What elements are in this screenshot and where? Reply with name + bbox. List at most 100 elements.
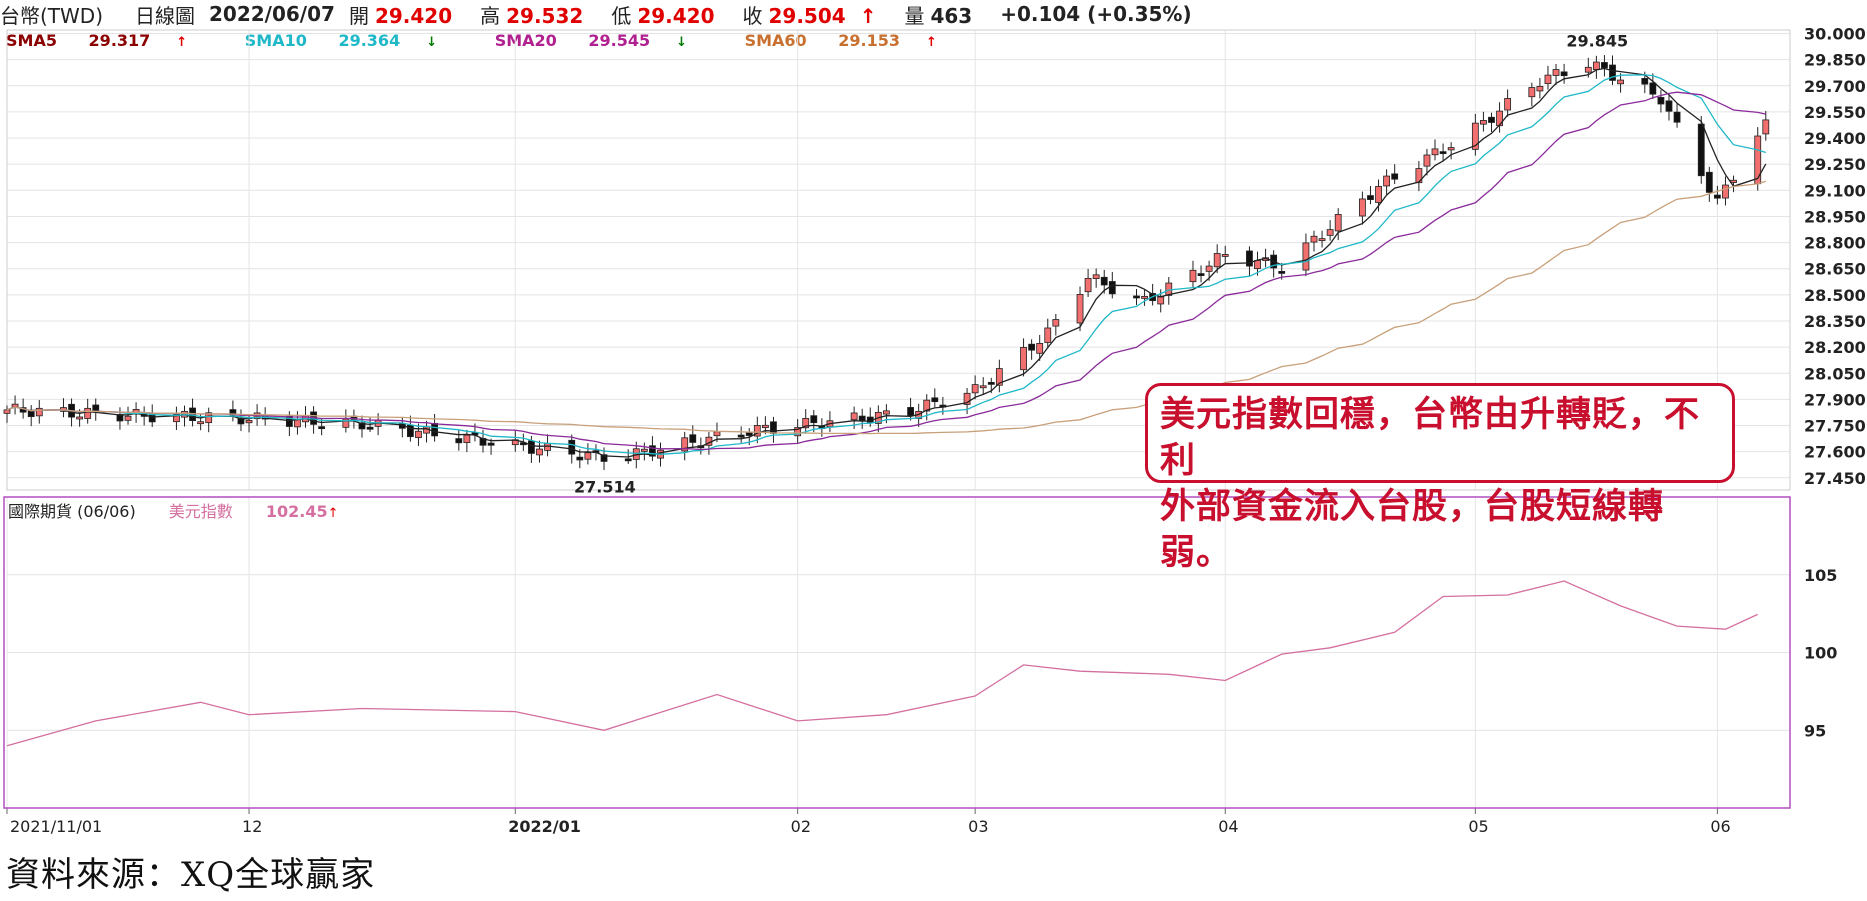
change-value: +0.104 (+0.35%)	[1000, 2, 1192, 26]
candle	[576, 456, 584, 461]
index-axis-label: 105	[1804, 566, 1837, 585]
candle	[1254, 260, 1261, 270]
candle	[1334, 214, 1342, 232]
candle	[245, 419, 253, 424]
volume-quote: 量 463	[904, 0, 986, 29]
candle	[931, 397, 939, 403]
legend-sma60: SMA60 29.153 ↑	[745, 31, 963, 50]
candle	[3, 409, 11, 414]
close-quote: 收 29.504 ↑	[743, 0, 891, 29]
price-panel-frame	[6, 29, 1791, 491]
candle	[1157, 296, 1165, 305]
candle	[1488, 116, 1495, 123]
candle	[358, 422, 366, 430]
price-axis-label: 30.000	[1804, 24, 1866, 43]
candle	[1754, 135, 1762, 185]
candle	[810, 415, 818, 424]
candle	[431, 422, 438, 437]
candle	[858, 415, 866, 421]
candle	[1076, 294, 1084, 324]
arrow-up-icon: ↑	[926, 35, 937, 50]
price-axis-label: 28.650	[1804, 260, 1866, 279]
volume-label: 量	[904, 3, 925, 28]
candle	[1383, 175, 1391, 187]
price-axis-label: 27.450	[1804, 469, 1866, 488]
candle	[753, 425, 761, 437]
candle	[584, 452, 592, 460]
candle	[1617, 79, 1624, 85]
source-caption: 資料來源：XQ全球贏家	[6, 855, 376, 895]
candle	[1536, 85, 1544, 92]
annotation-line-1: 美元指數回穩，台幣由升轉貶，不利	[1160, 394, 1701, 481]
legend-sma60-value: 29.153	[838, 31, 901, 50]
candle	[802, 418, 810, 429]
sub-panel-legend: 國際期貨 (06/06) 美元指數 102.45↑	[8, 498, 395, 522]
candle	[1278, 271, 1286, 274]
candle	[1391, 173, 1399, 180]
legend-sma20: SMA20 29.545 ↓	[495, 31, 713, 50]
arrow-down-icon: ↓	[676, 35, 688, 50]
legend-sma10: SMA10 29.364 ↓	[245, 31, 463, 50]
candle	[971, 384, 979, 394]
sub-series-legend: 美元指數 102.45↑	[169, 502, 367, 521]
candle	[923, 399, 931, 412]
high-quote: 高 29.532	[480, 0, 597, 29]
candle	[455, 438, 463, 444]
price-axis-label: 28.350	[1804, 312, 1866, 331]
legend-sma20-label: SMA20	[494, 31, 557, 50]
candle	[1584, 66, 1592, 73]
candle	[600, 454, 608, 462]
candle	[568, 439, 576, 455]
candle	[745, 432, 753, 436]
candle	[1496, 110, 1503, 127]
arrow-up-icon: ↑	[859, 3, 877, 28]
candle	[1504, 98, 1512, 111]
candle	[92, 404, 100, 412]
candle	[285, 415, 293, 427]
open-quote: 開 29.420	[349, 0, 466, 29]
x-axis-label: 12	[242, 817, 262, 836]
price-axis-label: 29.100	[1804, 181, 1866, 200]
candle	[1246, 250, 1253, 267]
candle	[1544, 74, 1552, 84]
candle	[907, 407, 915, 417]
candle	[1020, 347, 1027, 371]
candle	[124, 415, 132, 421]
legend-sma5-label: SMA5	[6, 31, 57, 50]
high-label: 高	[480, 3, 501, 28]
candle	[979, 385, 987, 389]
candle	[1762, 119, 1770, 135]
x-axis-label: 02	[791, 817, 811, 836]
candle	[1480, 120, 1487, 125]
legend-sma5-value: 29.317	[88, 31, 151, 50]
candle	[1673, 111, 1681, 123]
price-axis-label: 27.900	[1804, 390, 1866, 409]
x-axis-label: 06	[1710, 817, 1730, 836]
sma10-line	[6, 74, 1766, 455]
arrow-down-icon: ↓	[426, 35, 438, 50]
open-label: 開	[348, 3, 369, 28]
candle	[229, 409, 237, 416]
candle	[681, 437, 689, 452]
candle	[84, 407, 92, 419]
sma60-line	[6, 180, 1766, 435]
candle	[1221, 254, 1229, 257]
candle	[366, 426, 374, 430]
candle	[1592, 61, 1600, 70]
low-label: 低	[611, 3, 632, 28]
candle	[1028, 343, 1036, 351]
price-axis-label: 28.050	[1804, 364, 1866, 383]
candle	[640, 448, 648, 452]
price-axis-label: 27.750	[1804, 417, 1866, 436]
candle	[1601, 62, 1608, 69]
chart-svg: 30.000 29.850 29.700 29.550 29.400 29.250 29.1…	[3, 24, 1866, 836]
candle	[1302, 242, 1310, 271]
candle	[1213, 253, 1221, 268]
candle	[1665, 100, 1673, 112]
price-axis-label: 28.950	[1804, 207, 1866, 226]
candle	[1108, 281, 1116, 295]
candle	[1141, 296, 1148, 299]
candle	[1036, 343, 1044, 354]
candle	[1326, 229, 1334, 236]
x-axis-label: 03	[968, 817, 988, 836]
